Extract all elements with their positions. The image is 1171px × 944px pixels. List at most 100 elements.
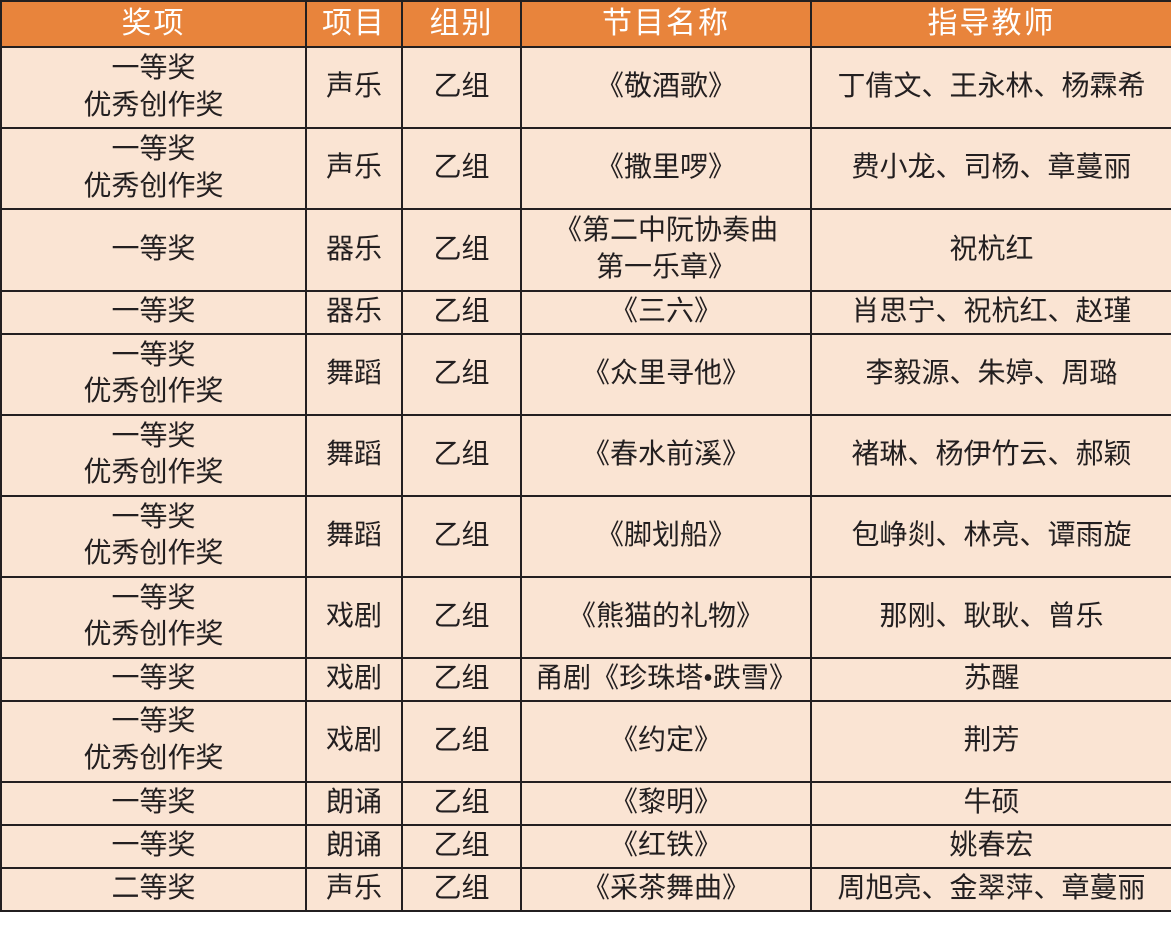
cell-event: 舞蹈 <box>305 332 403 416</box>
table-row: 二等奖 声乐 乙组 《采茶舞曲》 周旭亮、金翠萍、章蔓丽 <box>0 866 1171 912</box>
cell-group-text: 乙组 <box>407 294 516 331</box>
cell-event-text: 舞蹈 <box>311 356 397 393</box>
cell-teacher-line-1: 褚琳、杨伊竹云、郝颖 <box>851 438 1132 470</box>
cell-event-text: 戏剧 <box>311 723 397 760</box>
cell-award: 一等奖 优秀创作奖 <box>0 413 307 497</box>
cell-program-line-1: 甬剧《珍珠塔•跌雪》 <box>535 662 797 694</box>
cell-teacher-line-1: 费小龙、司杨、章蔓丽 <box>851 152 1132 184</box>
cell-program-line-2: 第一乐章》 <box>595 252 736 283</box>
cell-event-line-1: 声乐 <box>325 872 382 904</box>
cell-event-line-1: 戏剧 <box>325 662 382 694</box>
cell-event-text: 器乐 <box>311 232 397 269</box>
cell-event: 戏剧 <box>305 575 403 659</box>
cell-program-line-1: 《三六》 <box>609 296 722 327</box>
cell-group-text: 乙组 <box>407 518 516 555</box>
cell-teacher-line-1: 肖思宁、祝杭红、赵瑾 <box>851 296 1132 327</box>
cell-award-text: 一等奖 优秀创作奖 <box>6 132 301 206</box>
cell-event-text: 声乐 <box>311 871 397 908</box>
cell-program-line-1: 《红铁》 <box>609 829 722 861</box>
cell-group-text: 乙组 <box>407 661 516 698</box>
cell-award-line-1: 一等奖 <box>111 296 196 327</box>
cell-teacher: 周旭亮、金翠萍、章蔓丽 <box>810 866 1171 912</box>
cell-teacher-line-1: 祝杭红 <box>949 233 1034 265</box>
cell-program: 《熊猫的礼物》 <box>520 575 812 659</box>
cell-program: 《脚划船》 <box>520 494 812 578</box>
cell-award-text: 一等奖 优秀创作奖 <box>6 704 301 778</box>
cell-teacher-line-1: 丁倩文、王永林、杨霖希 <box>837 71 1146 103</box>
cell-event-line-1: 朗诵 <box>325 829 382 861</box>
cell-teacher-text: 姚春宏 <box>816 828 1167 865</box>
cell-award-text: 一等奖 <box>6 294 301 331</box>
cell-teacher: 苏醒 <box>810 656 1171 702</box>
cell-award-text: 一等奖 优秀创作奖 <box>6 419 301 493</box>
cell-group-line-1: 乙组 <box>433 600 490 632</box>
table-header: 奖项 项目 组别 节目名称 指导教师 <box>0 0 1171 48</box>
cell-teacher: 肖思宁、祝杭红、赵瑾 <box>810 290 1171 335</box>
cell-teacher-text: 丁倩文、王永林、杨霖希 <box>816 69 1167 106</box>
cell-award-line-1: 二等奖 <box>111 872 196 904</box>
cell-event-text: 声乐 <box>311 150 397 187</box>
cell-program-text: 《约定》 <box>526 723 806 760</box>
cell-program: 《第二中阮协奏曲 第一乐章》 <box>520 208 812 292</box>
cell-event: 声乐 <box>305 866 403 912</box>
cell-group-text: 乙组 <box>407 828 516 865</box>
column-header-award: 奖项 <box>0 0 307 48</box>
cell-award-text: 一等奖 优秀创作奖 <box>6 581 301 655</box>
cell-teacher-line-1: 李毅源、朱婷、周璐 <box>865 357 1118 389</box>
cell-award: 一等奖 优秀创作奖 <box>0 494 307 578</box>
cell-event-text: 戏剧 <box>311 599 397 636</box>
cell-program-line-1: 《敬酒歌》 <box>595 71 736 103</box>
cell-group-line-1: 乙组 <box>433 357 490 389</box>
cell-program: 《众里寻他》 <box>520 332 812 416</box>
cell-event-line-1: 器乐 <box>325 296 382 327</box>
cell-group-line-1: 乙组 <box>433 829 490 861</box>
cell-award-text: 一等奖 优秀创作奖 <box>6 338 301 412</box>
cell-event: 器乐 <box>305 208 403 292</box>
cell-event: 朗诵 <box>305 780 403 826</box>
cell-award-line-1: 一等奖 <box>111 786 196 818</box>
cell-event-line-1: 舞蹈 <box>325 519 382 551</box>
cell-teacher: 褚琳、杨伊竹云、郝颖 <box>810 413 1171 497</box>
cell-teacher: 荆芳 <box>810 699 1171 783</box>
cell-event-line-1: 声乐 <box>325 152 382 184</box>
cell-program-line-1: 《采茶舞曲》 <box>581 872 750 904</box>
cell-award-text: 一等奖 优秀创作奖 <box>6 51 301 125</box>
cell-teacher-line-1: 姚春宏 <box>949 829 1034 861</box>
cell-group-text: 乙组 <box>407 599 516 636</box>
cell-program-line-1: 《撒里啰》 <box>595 152 736 184</box>
cell-program-text: 《撒里啰》 <box>526 150 806 187</box>
cell-award: 一等奖 <box>0 208 307 292</box>
cell-teacher-text: 李毅源、朱婷、周璐 <box>816 356 1167 393</box>
cell-award-line-2: 优秀创作奖 <box>83 376 224 408</box>
table-row: 一等奖 优秀创作奖 戏剧 乙组 《熊猫的礼物》 那刚、耿耿、曾乐 <box>0 575 1171 659</box>
cell-program-text: 《第二中阮协奏曲 第一乐章》 <box>526 213 806 287</box>
table-row: 一等奖 优秀创作奖 舞蹈 乙组 《众里寻他》 李毅源、朱婷、周璐 <box>0 332 1171 416</box>
cell-award-line-1: 一等奖 <box>111 706 196 738</box>
cell-group-line-1: 乙组 <box>433 296 490 327</box>
cell-award: 一等奖 <box>0 780 307 826</box>
cell-group-line-1: 乙组 <box>433 71 490 103</box>
cell-group-line-1: 乙组 <box>433 662 490 694</box>
cell-teacher-line-1: 牛硕 <box>963 786 1020 818</box>
cell-program-text: 《三六》 <box>526 294 806 331</box>
cell-teacher-text: 肖思宁、祝杭红、赵瑾 <box>816 294 1167 331</box>
cell-group-line-1: 乙组 <box>433 724 490 756</box>
cell-event: 声乐 <box>305 46 403 129</box>
cell-program-text: 《熊猫的礼物》 <box>526 599 806 636</box>
cell-program-line-1: 《熊猫的礼物》 <box>567 600 764 632</box>
cell-program-text: 甬剧《珍珠塔•跌雪》 <box>526 661 806 698</box>
cell-group: 乙组 <box>401 656 522 702</box>
cell-group: 乙组 <box>401 290 522 335</box>
cell-group-text: 乙组 <box>407 69 516 106</box>
cell-award-line-1: 一等奖 <box>111 662 196 694</box>
column-header-group: 组别 <box>401 0 522 48</box>
cell-event-line-1: 舞蹈 <box>325 357 382 389</box>
cell-award-line-1: 一等奖 <box>111 420 196 452</box>
column-header-event: 项目 <box>305 0 403 48</box>
cell-award: 一等奖 优秀创作奖 <box>0 127 307 210</box>
cell-teacher-text: 那刚、耿耿、曾乐 <box>816 599 1167 636</box>
cell-teacher-line-1: 包峥剡、林亮、谭雨旋 <box>851 519 1132 551</box>
cell-program: 甬剧《珍珠塔•跌雪》 <box>520 656 812 702</box>
cell-event: 舞蹈 <box>305 494 403 578</box>
cell-group-text: 乙组 <box>407 871 516 908</box>
